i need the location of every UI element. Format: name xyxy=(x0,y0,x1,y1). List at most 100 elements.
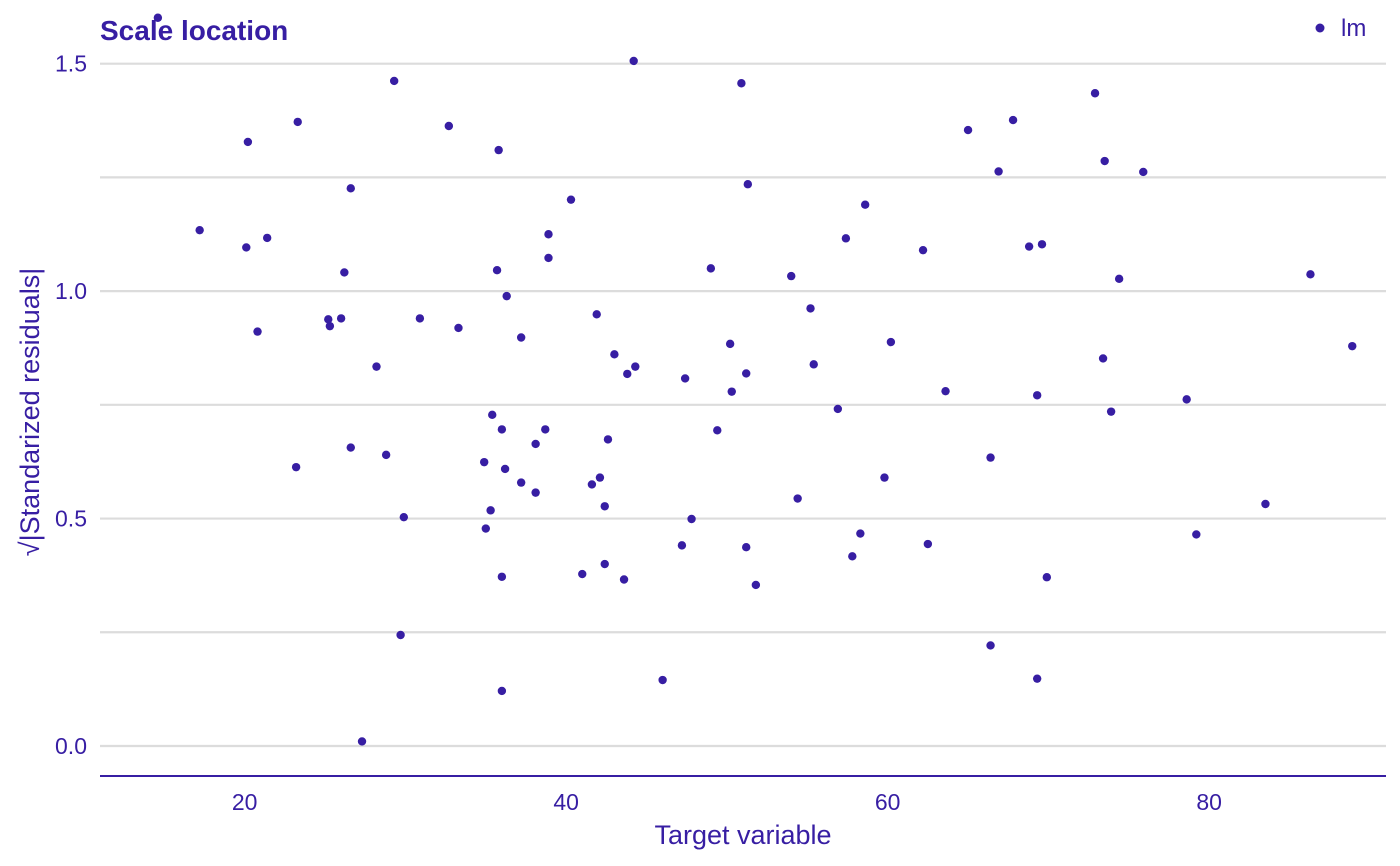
data-point xyxy=(1024,242,1034,251)
data-point xyxy=(918,245,928,255)
data-point xyxy=(346,443,355,452)
data-point xyxy=(516,478,526,487)
data-point xyxy=(856,529,865,538)
data-point xyxy=(415,314,425,323)
data-point xyxy=(1032,391,1042,400)
data-point xyxy=(324,315,333,324)
data-point xyxy=(492,265,502,275)
data-point xyxy=(531,488,540,497)
legend-label-lm: lm xyxy=(1341,15,1366,42)
data-point xyxy=(619,575,629,584)
x-tick-label: 80 xyxy=(1196,789,1222,815)
data-point xyxy=(153,13,163,22)
data-point xyxy=(833,404,843,414)
data-point xyxy=(806,304,815,313)
data-point xyxy=(1306,270,1315,279)
data-point xyxy=(737,79,746,88)
data-point xyxy=(502,291,511,301)
legend-marker xyxy=(1315,23,1325,33)
data-point xyxy=(497,686,507,696)
data-point xyxy=(600,559,609,569)
data-point xyxy=(677,541,687,550)
data-point xyxy=(497,572,507,581)
data-point xyxy=(242,243,251,252)
data-point xyxy=(488,410,497,420)
data-point xyxy=(713,426,722,435)
data-point xyxy=(500,464,510,474)
data-point xyxy=(325,321,335,331)
grid-lines xyxy=(100,62,1386,748)
data-point xyxy=(742,369,751,378)
data-point xyxy=(1114,274,1124,284)
data-point xyxy=(1008,115,1018,125)
data-point xyxy=(886,337,896,347)
data-point xyxy=(587,480,597,489)
x-axis-title: Target variable xyxy=(654,820,831,850)
data-point xyxy=(381,450,391,460)
data-point xyxy=(1106,407,1116,416)
x-tick-label: 60 xyxy=(875,789,901,815)
x-tick-labels: 20 40 60 80 xyxy=(232,789,1222,815)
data-point xyxy=(629,56,638,66)
data-point xyxy=(336,314,346,323)
data-point xyxy=(454,323,463,333)
data-point xyxy=(399,512,409,522)
data-point xyxy=(743,180,753,189)
y-tick-label: 1.5 xyxy=(55,51,87,77)
data-point xyxy=(848,552,857,561)
data-point xyxy=(544,253,553,263)
data-point xyxy=(1032,674,1042,683)
data-point xyxy=(994,167,1003,176)
data-point xyxy=(340,268,349,277)
data-point xyxy=(1037,240,1047,249)
data-point xyxy=(610,350,619,359)
x-tick-label: 20 xyxy=(232,789,258,815)
y-tick-label: 1.0 xyxy=(55,278,87,304)
data-point xyxy=(372,362,381,371)
data-point xyxy=(841,234,851,243)
data-point xyxy=(444,121,454,131)
data-point xyxy=(1182,395,1191,404)
data-point xyxy=(1100,156,1109,166)
data-point xyxy=(531,439,540,449)
data-point xyxy=(497,425,507,434)
data-point xyxy=(787,271,796,281)
data-point xyxy=(986,453,995,462)
data-point xyxy=(1090,89,1100,98)
data-point xyxy=(357,737,367,746)
data-point xyxy=(253,327,262,336)
data-point xyxy=(1139,167,1148,177)
x-tick-label: 40 xyxy=(553,789,579,815)
data-point xyxy=(293,117,302,127)
y-axis-title: √|Standarized residuals| xyxy=(15,268,45,557)
data-point xyxy=(1098,354,1108,363)
data-point xyxy=(603,435,613,444)
data-point xyxy=(346,184,355,193)
data-point xyxy=(566,195,576,204)
data-point xyxy=(592,310,601,319)
data-point xyxy=(396,630,405,640)
data-point xyxy=(809,360,818,369)
data-point xyxy=(725,339,735,349)
data-point xyxy=(687,514,696,524)
chart-title: Scale location xyxy=(100,15,288,46)
y-tick-label: 0.5 xyxy=(55,506,87,532)
data-point xyxy=(243,137,253,147)
data-point xyxy=(1042,573,1052,582)
data-point xyxy=(262,233,272,243)
data-point xyxy=(706,264,716,273)
data-point xyxy=(516,333,526,342)
data-point xyxy=(481,524,490,533)
data-point xyxy=(578,569,587,579)
data-point xyxy=(541,425,550,434)
data-point xyxy=(727,387,736,396)
data-point xyxy=(680,374,690,383)
data-point xyxy=(195,225,204,235)
data-point xyxy=(600,502,609,511)
data-point xyxy=(923,539,933,549)
data-points xyxy=(153,13,1357,746)
data-point xyxy=(494,145,503,155)
data-point xyxy=(1261,499,1270,509)
data-point xyxy=(742,543,751,552)
